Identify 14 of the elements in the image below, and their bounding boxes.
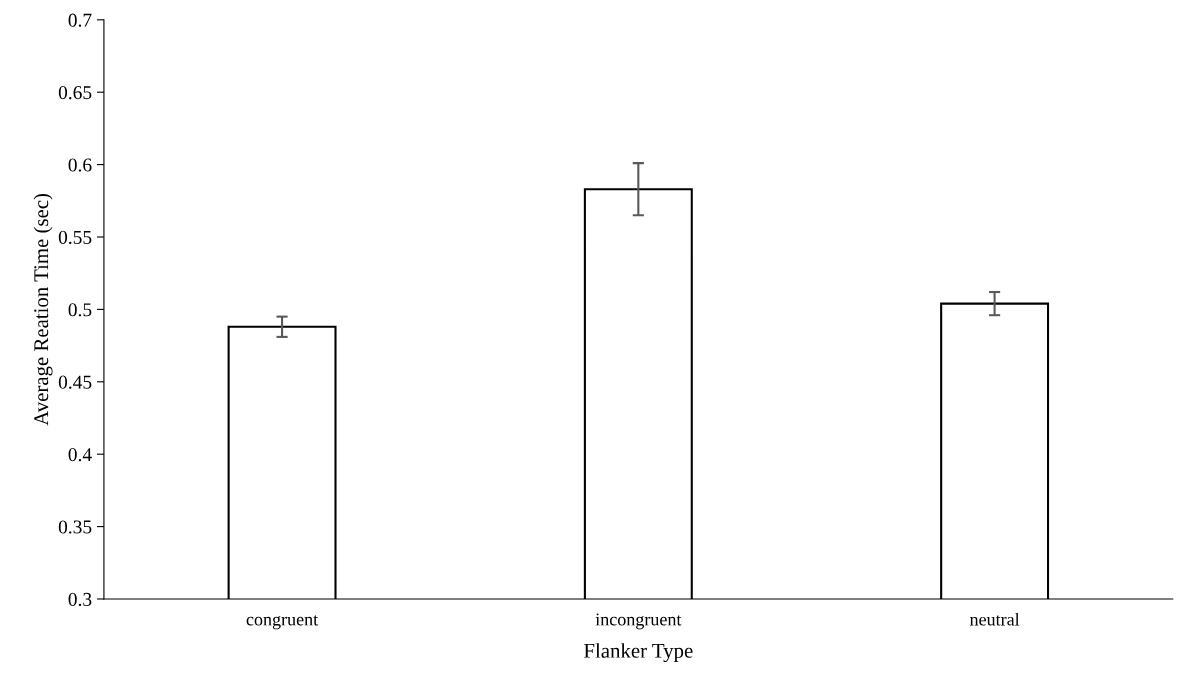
x-axis-title: Flanker Type — [584, 643, 693, 663]
y-axis-title: Average Reation Time (sec) — [33, 193, 53, 426]
y-tick-label: 0.35 — [58, 520, 92, 534]
y-tick-label: 0.4 — [68, 448, 92, 462]
y-tick-label: 0.5 — [68, 303, 92, 317]
x-tick-label: incongruent — [595, 613, 682, 630]
y-tick-label: 0.55 — [58, 230, 92, 245]
x-tick-label: neutral — [969, 612, 1020, 626]
y-tick-label: 0.6 — [68, 158, 92, 172]
y-tick-label: 0.45 — [58, 375, 92, 389]
y-tick-label: 0.65 — [58, 86, 92, 100]
y-tick-label: 0.7 — [68, 13, 92, 27]
x-tick-label: congruent — [246, 615, 319, 630]
y-tick-label: 0.3 — [68, 592, 92, 607]
